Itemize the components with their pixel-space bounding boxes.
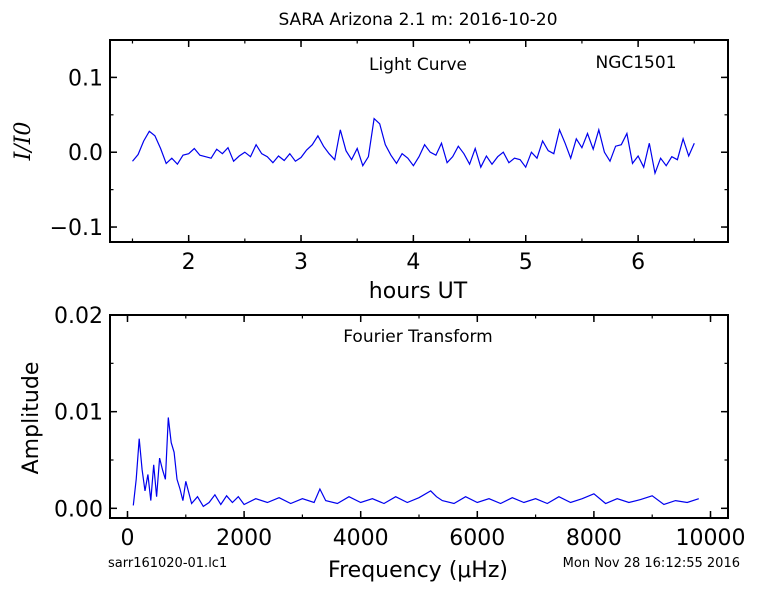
footer-filename: sarr161020-01.lc1	[108, 556, 227, 571]
light-curve-tick-labels: 2 3 4 5 6 −0.1 0.0 0.1	[50, 66, 646, 275]
fourier-transform-ticks	[110, 314, 728, 518]
light-curve-xtick-label: 4	[406, 250, 420, 275]
figure-title: SARA Arizona 2.1 m: 2016-10-20	[278, 10, 557, 30]
fourier-transform-xtick-label: 0	[120, 526, 134, 551]
fourier-transform-ylabel: Amplitude	[19, 362, 44, 475]
light-curve-xtick-label: 6	[631, 250, 645, 275]
light-curve-xlabel: hours UT	[369, 279, 468, 304]
fourier-transform-tick-labels: 0 2000 4000 6000 8000 10000 0.00 0.01 0.02	[54, 304, 745, 551]
fourier-transform-ytick-label: 0.00	[54, 497, 103, 522]
object-label: NGC1501	[595, 53, 676, 73]
fourier-transform-annotation: Fourier Transform	[343, 327, 492, 347]
light-curve-xtick-label: 3	[294, 250, 308, 275]
light-curve-plot-frame	[109, 39, 729, 243]
light-curve-xtick-label: 2	[182, 250, 196, 275]
fourier-transform-xlabel: Frequency (μHz)	[328, 558, 508, 583]
light-curve-ytick-label: 0.0	[68, 141, 103, 166]
fourier-transform-xtick-label: 10000	[676, 526, 746, 551]
fourier-transform-ytick-label: 0.01	[54, 401, 103, 426]
light-curve-panel: 2 3 4 5 6 −0.1 0.0 0.1 Light Curve NGC1501 hour…	[11, 39, 729, 304]
light-curve-annotation: Light Curve	[369, 55, 467, 75]
fourier-transform-panel: 0 2000 4000 6000 8000 10000 0.00 0.01 0.02 Fouri…	[19, 304, 746, 583]
light-curve-ytick-label: −0.1	[50, 216, 103, 241]
light-curve-series-line	[132, 117, 695, 176]
light-curve-ytick-label: 0.1	[68, 66, 103, 91]
fourier-transform-series-line	[132, 417, 699, 508]
footer-timestamp: Mon Nov 28 16:12:55 2016	[563, 556, 740, 571]
fourier-transform-xtick-label: 6000	[449, 526, 505, 551]
fourier-transform-xtick-label: 2000	[216, 526, 272, 551]
fourier-transform-xtick-label: 4000	[333, 526, 389, 551]
fourier-transform-ytick-label: 0.02	[54, 304, 103, 329]
fourier-transform-xtick-label: 8000	[566, 526, 622, 551]
light-curve-ylabel: I/I0	[11, 122, 36, 162]
light-curve-ticks	[110, 39, 728, 242]
light-curve-xtick-label: 5	[519, 250, 533, 275]
